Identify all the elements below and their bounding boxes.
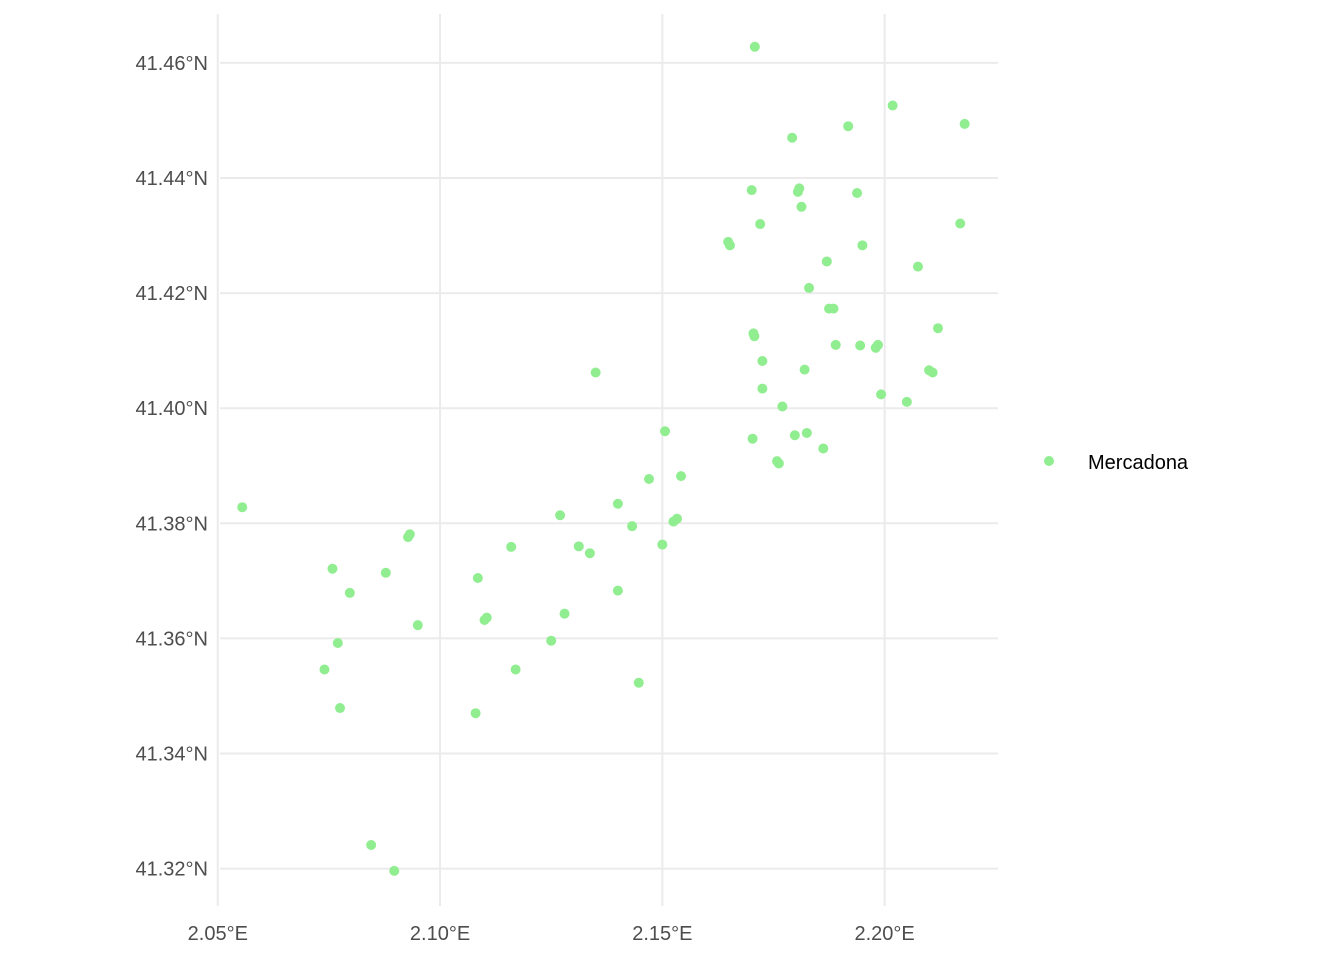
data-point <box>821 256 832 267</box>
data-point <box>612 585 623 596</box>
y-tick-label: 41.32°N <box>136 859 209 881</box>
data-point <box>799 364 810 375</box>
data-point <box>818 443 829 454</box>
data-point <box>319 664 330 675</box>
data-point <box>828 303 839 314</box>
data-point <box>887 100 898 111</box>
data-point <box>796 201 807 212</box>
y-tick-label: 41.38°N <box>136 513 209 535</box>
data-point <box>857 240 868 251</box>
x-tick-label: 2.15°E <box>632 923 692 945</box>
data-point <box>801 427 812 438</box>
y-tick-label: 41.34°N <box>136 743 209 765</box>
data-point <box>555 510 566 521</box>
x-tick-label: 2.10°E <box>410 923 470 945</box>
y-tick-label: 41.40°N <box>136 398 209 420</box>
data-point <box>855 340 866 351</box>
data-point <box>472 572 483 583</box>
data-point <box>672 513 683 524</box>
legend: Mercadona <box>1044 452 1189 474</box>
legend-label-mercadona: Mercadona <box>1088 452 1189 474</box>
y-tick-label: 41.44°N <box>136 168 209 190</box>
data-point <box>657 539 668 550</box>
data-point <box>749 331 760 342</box>
data-point <box>872 339 883 350</box>
data-point <box>612 498 623 509</box>
x-axis-tick-labels: 2.05°E 2.10°E 2.15°E 2.20°E <box>188 923 915 945</box>
data-point <box>901 396 912 407</box>
data-point <box>830 339 841 350</box>
data-point <box>932 323 943 334</box>
data-point <box>510 664 521 675</box>
data-point <box>959 118 970 129</box>
data-point <box>747 433 758 444</box>
data-point <box>757 356 768 367</box>
grid-lines <box>216 14 998 906</box>
data-points <box>237 41 970 876</box>
data-point <box>804 282 815 293</box>
data-point <box>332 638 343 649</box>
data-point <box>573 541 584 552</box>
data-point <box>724 240 735 251</box>
data-point <box>789 430 800 441</box>
x-tick-label: 2.20°E <box>855 923 915 945</box>
data-point <box>746 185 757 196</box>
data-point <box>335 703 346 714</box>
data-point <box>366 839 377 850</box>
data-point <box>787 132 798 143</box>
data-point <box>852 187 863 198</box>
data-point <box>777 401 788 412</box>
data-point <box>912 261 923 272</box>
data-point <box>481 612 492 623</box>
data-point <box>627 521 638 532</box>
data-point <box>327 563 338 574</box>
data-point <box>389 865 400 876</box>
data-point <box>506 541 517 552</box>
data-point <box>876 389 887 400</box>
data-point <box>927 367 938 378</box>
data-point <box>676 471 687 482</box>
data-point <box>344 587 355 598</box>
y-tick-label: 41.36°N <box>136 628 209 650</box>
data-point <box>470 708 481 719</box>
legend-key-mercadona <box>1044 456 1054 466</box>
data-point <box>644 473 655 484</box>
data-point <box>749 41 760 52</box>
data-point <box>412 620 423 631</box>
data-point <box>237 502 248 513</box>
y-axis-tick-labels: 41.32°N 41.34°N 41.36°N 41.38°N 41.40°N 41.42… <box>136 53 209 881</box>
data-point <box>633 677 644 688</box>
data-point <box>843 121 854 132</box>
data-point <box>404 529 415 540</box>
y-tick-label: 41.46°N <box>136 53 209 75</box>
data-point <box>755 219 766 230</box>
data-point <box>757 383 768 394</box>
data-point <box>955 218 966 229</box>
data-point <box>773 458 784 469</box>
data-point <box>559 608 570 619</box>
y-tick-label: 41.42°N <box>136 283 209 305</box>
data-point <box>660 426 671 437</box>
data-point <box>380 567 391 578</box>
data-point <box>584 548 595 559</box>
x-tick-label: 2.05°E <box>188 923 248 945</box>
data-point <box>546 635 557 646</box>
data-point <box>794 183 805 194</box>
data-point <box>590 367 601 378</box>
